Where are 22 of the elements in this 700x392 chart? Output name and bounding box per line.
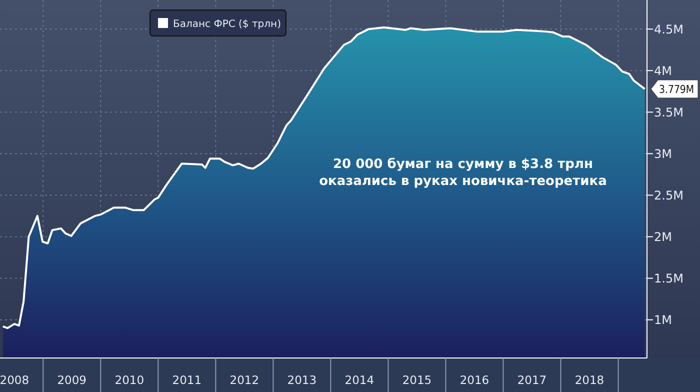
x-tick-label: 2015 bbox=[402, 373, 432, 387]
x-tick-label: 2010 bbox=[114, 373, 144, 387]
x-tick-label: 2014 bbox=[344, 373, 374, 387]
legend-label: Баланс ФРС ($ трлн) bbox=[173, 19, 282, 30]
y-tick-label: 1.5M bbox=[654, 271, 684, 286]
x-tick-label: 2017 bbox=[517, 373, 547, 387]
x-tick-label: 2009 bbox=[57, 373, 87, 387]
annotation: 20 000 бумаг на сумму в $3.8 трлн оказались в руках новичка-теоретика bbox=[319, 157, 607, 189]
data-label: 3.779M bbox=[659, 82, 700, 96]
y-tick-label: 1M bbox=[654, 312, 672, 327]
x-tick-label: 2012 bbox=[230, 373, 260, 387]
x-tick-label: 2011 bbox=[172, 373, 202, 387]
x-tick-label: 2018 bbox=[574, 373, 604, 387]
y-tick-label: 4M bbox=[654, 64, 672, 78]
x-tick-label: 2016 bbox=[460, 373, 490, 387]
x-tick-label: 2008 bbox=[0, 373, 30, 387]
y-tick-label: 2.5M bbox=[654, 188, 684, 202]
y-tick-label: 2M bbox=[654, 230, 672, 244]
y-tick-label: 4.5M bbox=[654, 22, 684, 36]
x-tick-label: 2013 bbox=[287, 373, 317, 387]
y-tick-label: 3M bbox=[654, 146, 672, 161]
y-tick-label: 3.5M bbox=[654, 105, 684, 120]
